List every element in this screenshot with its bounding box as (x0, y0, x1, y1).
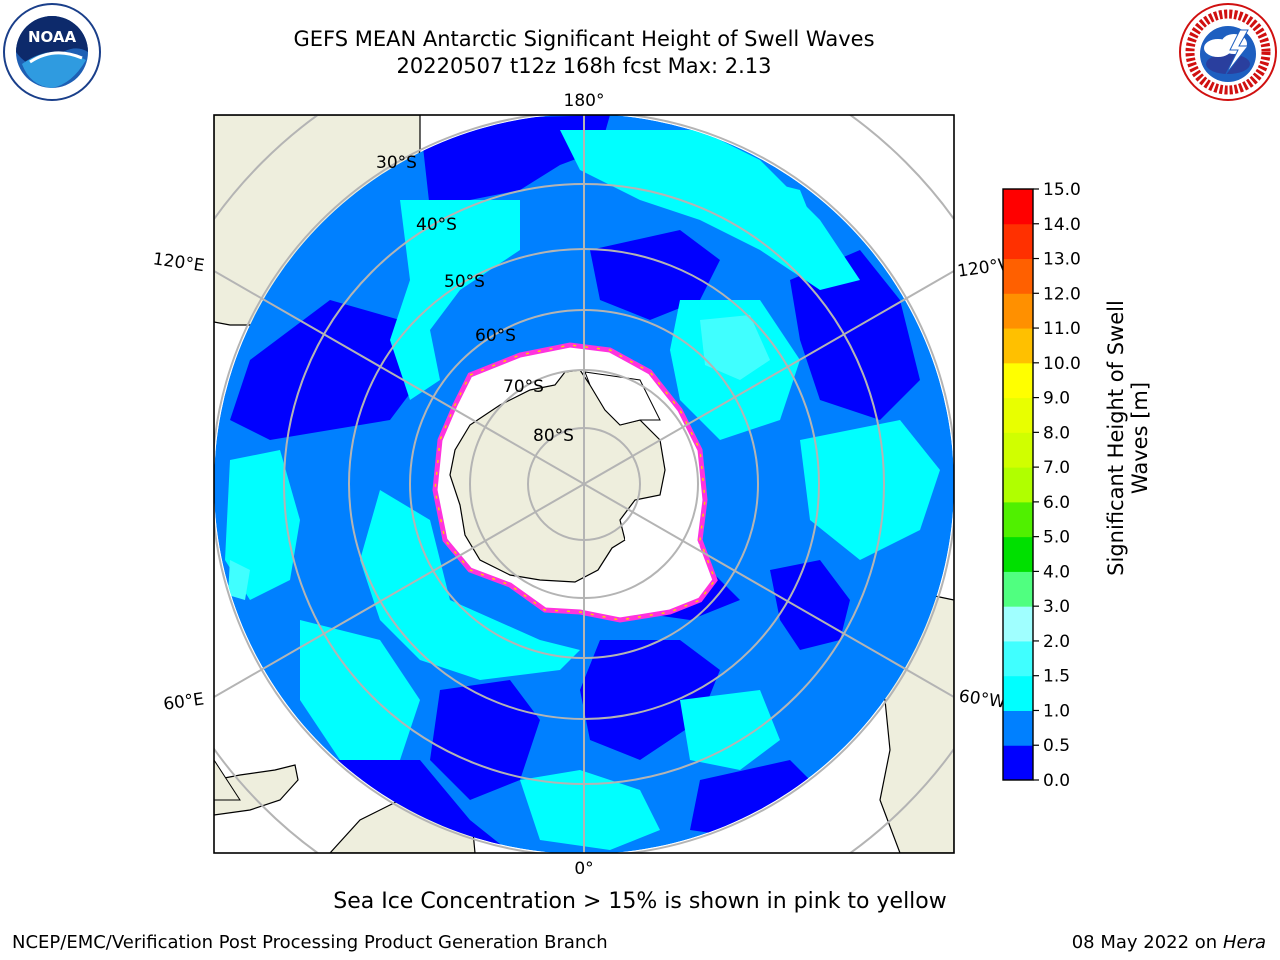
colorbar-tick-label: 8.0 (1043, 423, 1070, 443)
colorbar-bin (1003, 328, 1033, 364)
footer-date: 08 May 2022 on (1071, 932, 1218, 953)
colorbar-tick-label: 1.0 (1043, 701, 1070, 721)
colorbar-frame (1002, 188, 1034, 781)
lat-label-70s: 70°S (503, 377, 544, 397)
colorbar-bin (1003, 293, 1033, 329)
lon-label-120e: 120°E (152, 249, 206, 276)
colorbar-tick-label: 4.0 (1043, 562, 1070, 582)
nws-logo (1179, 3, 1277, 101)
map-plot-area (214, 115, 954, 853)
chart-subtitle: 20220507 t12z 168h fcst Max: 2.13 (396, 54, 772, 78)
colorbar-bin (1003, 536, 1033, 572)
colorbar-bin (1003, 745, 1033, 781)
lat-label-50s: 50°S (444, 272, 485, 292)
lon-label-60e: 60°E (162, 689, 205, 714)
colorbar-tick-label: 9.0 (1043, 389, 1070, 409)
colorbar-tick-label: 2.0 (1043, 632, 1070, 652)
chart-title: GEFS MEAN Antarctic Significant Height o… (293, 27, 875, 51)
colorbar-bin (1003, 258, 1033, 294)
footer-credit: NCEP/EMC/Verification Post Processing Pr… (12, 932, 608, 953)
footer-timestamp: 08 May 2022 on Hera (1072, 932, 1266, 953)
colorbar-bin (1003, 571, 1033, 607)
colorbar-title-line2: Waves [m] (1128, 381, 1152, 495)
colorbar-tick-label: 6.0 (1043, 493, 1070, 513)
colorbar-tick-label: 0.5 (1043, 736, 1070, 756)
colorbar-tick-label: 5.0 (1043, 528, 1070, 548)
colorbar-bin (1003, 189, 1033, 225)
colorbar-title-line1: Significant Height of Swell (1104, 300, 1128, 576)
colorbar-bin (1003, 640, 1033, 677)
colorbar-tick-label: 10.0 (1043, 354, 1081, 374)
colorbar-bin (1003, 362, 1033, 399)
colorbar-tick-label: 14.0 (1043, 215, 1081, 235)
lat-label-80s: 80°S (533, 426, 574, 446)
noaa-wordmark: NOAA (28, 28, 77, 46)
colorbar-tick-label: 13.0 (1043, 250, 1081, 270)
lat-label-40s: 40°S (416, 215, 457, 235)
footer-host: Hera (1222, 932, 1266, 953)
colorbar-tick-label: 11.0 (1043, 319, 1081, 339)
colorbar-bin (1003, 606, 1033, 642)
map-frame (213, 114, 955, 854)
graticule (214, 115, 954, 853)
colorbar-bin (1003, 432, 1033, 468)
colorbar: 15.0 14.0 13.0 12.0 11.0 10.0 9.0 8.0 7.0 6.0 5.0 4… (1002, 180, 1081, 791)
lat-label-60s: 60°S (475, 326, 516, 346)
colorbar-bin (1003, 223, 1033, 260)
colorbar-bin (1003, 675, 1033, 711)
colorbar-tick-label: 12.0 (1043, 284, 1081, 304)
colorbar-title: Significant Height of Swell Waves [m] (1104, 238, 1152, 638)
colorbar-tick-label: 0.0 (1043, 771, 1070, 791)
lon-label-0: 0° (574, 859, 593, 879)
lon-label-180: 180° (564, 91, 605, 111)
colorbar-tick-label: 15.0 (1043, 180, 1081, 200)
lon-label-60w: 60°W (958, 686, 1007, 712)
lat-label-30s: 30°S (376, 153, 417, 173)
colorbar-tick-label: 7.0 (1043, 458, 1070, 478)
noaa-logo: NOAA (3, 3, 101, 101)
land-madagascar (214, 764, 299, 816)
colorbar-bin (1003, 397, 1033, 433)
colorbar-bin (1003, 501, 1033, 538)
colorbar-bin (1003, 710, 1033, 746)
sea-ice-note: Sea Ice Concentration > 15% is shown in … (333, 889, 947, 914)
colorbar-tick-label: 3.0 (1043, 597, 1070, 617)
colorbar-bin (1003, 467, 1033, 503)
colorbar-tick-label: 1.5 (1043, 667, 1070, 687)
